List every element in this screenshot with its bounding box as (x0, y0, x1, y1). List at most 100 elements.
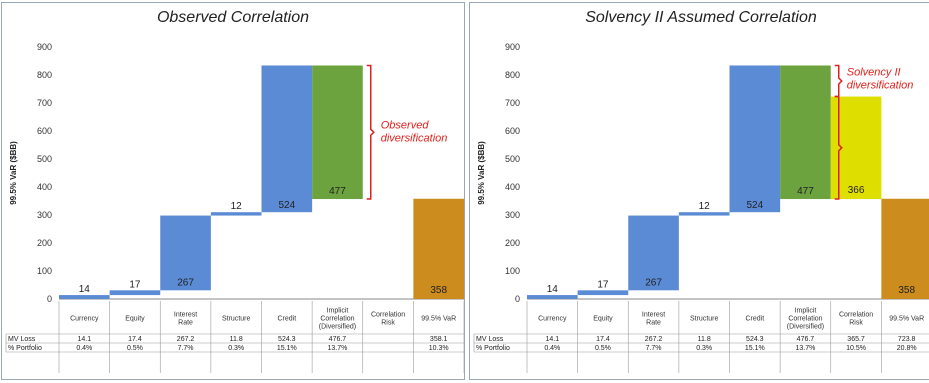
table-cell: 20.8% (897, 345, 917, 352)
data-label: 14 (547, 284, 559, 295)
table-cell: 365.7 (847, 336, 865, 343)
category-label: Currency (538, 316, 567, 323)
table-cell: 17.4 (128, 336, 142, 343)
table-cell: 15.1% (745, 345, 765, 352)
bar (678, 212, 730, 216)
category-label: Structure (222, 316, 251, 323)
category-label: Credit (745, 316, 764, 323)
table-cell: 0.4% (544, 345, 560, 352)
table-cell: 524.3 (746, 336, 764, 343)
annotation-text: diversification (847, 79, 914, 91)
y-axis-label: 99.5% VaR ($BB) (477, 141, 486, 205)
y-tick-label: 500 (37, 154, 52, 164)
table-cell: 0.3% (696, 345, 712, 352)
table-cell: 7.7% (646, 345, 662, 352)
table-cell: 7.7% (178, 345, 194, 352)
bar (59, 295, 110, 299)
y-tick-label: 600 (505, 126, 520, 136)
y-tick-label: 900 (37, 42, 52, 52)
y-tick-label: 800 (505, 70, 520, 80)
table-cell: 358.1 (430, 336, 448, 343)
table-cell: 17.4 (596, 336, 610, 343)
data-label: 524 (278, 200, 295, 211)
table-cell: 13.7% (796, 345, 816, 352)
y-tick-label: 800 (37, 70, 52, 80)
data-label: 267 (177, 277, 194, 288)
y-tick-label: 600 (37, 126, 52, 136)
table-cell: 476.7 (797, 336, 815, 343)
category-label: 99.5% VaR (889, 316, 924, 323)
y-tick-label: 0 (47, 294, 52, 304)
y-tick-label: 700 (37, 98, 52, 108)
category-label: Interest Rate (174, 312, 197, 327)
table-cell: 10.3% (429, 345, 449, 352)
category-label: Implicit Correlation (Diversified) (787, 308, 824, 331)
bar (312, 65, 363, 200)
bar (160, 215, 211, 291)
table-cell: 11.8 (698, 336, 711, 343)
y-tick-label: 100 (505, 266, 520, 276)
y-tick-label: 500 (505, 154, 520, 164)
y-tick-label: 900 (505, 42, 520, 52)
table-cell: 0.5% (127, 345, 143, 352)
data-label: 17 (129, 279, 141, 290)
annotation-text: Observed (381, 119, 430, 131)
y-tick-label: 200 (505, 238, 520, 248)
table-cell: 476.7 (329, 336, 347, 343)
annotation-text: diversification (381, 132, 448, 144)
observed-correlation-panel: Observed Correlation 99.5% VaR ($BB) 0 100… (1, 2, 465, 380)
y-tick-label: 300 (505, 210, 520, 220)
table-cell: 524.3 (278, 336, 296, 343)
table-cell: 14.1 (78, 336, 92, 343)
y-tick-label: 700 (505, 98, 520, 108)
data-label: 267 (645, 277, 662, 288)
diversification-bracket (834, 95, 843, 200)
table-row-label: % Portfolio (476, 345, 510, 352)
category-label: Interest Rate (642, 312, 665, 327)
bar (881, 198, 929, 299)
y-axis-label: 99.5% VaR ($BB) (9, 141, 18, 205)
data-label: 477 (329, 186, 346, 197)
bar (780, 65, 831, 200)
table-row-label: MV Loss (8, 336, 36, 343)
table-row-label: % Portfolio (8, 345, 42, 352)
category-label: Equity (593, 316, 613, 323)
y-tick-label: 100 (37, 266, 52, 276)
table-cell: 267.2 (177, 336, 195, 343)
table-cell: 723.8 (898, 336, 916, 343)
category-label: 99.5% VaR (421, 316, 456, 323)
table-cell: 267.2 (645, 336, 663, 343)
bar (413, 198, 464, 299)
diversification-bracket (366, 64, 375, 200)
category-label: Currency (70, 316, 99, 323)
solvency-correlation-panel: Solvency II Assumed Correlation 99.5% Va… (469, 2, 929, 380)
annotation-text: Solvency II (847, 66, 901, 78)
bar (210, 212, 262, 216)
bar (729, 65, 781, 213)
category-label: Implicit Correlation (Diversified) (319, 308, 356, 331)
data-label: 477 (797, 186, 814, 197)
y-tick-label: 0 (515, 294, 520, 304)
category-label: Correlation Risk (839, 312, 873, 327)
table-cell: 0.4% (76, 345, 92, 352)
bar (527, 295, 578, 299)
table-row-label: MV Loss (476, 336, 504, 343)
diversification-bracket (834, 64, 843, 98)
chart-title: Observed Correlation (156, 9, 310, 26)
category-label: Equity (125, 316, 145, 323)
category-label: Credit (277, 316, 296, 323)
category-label: Correlation Risk (371, 312, 405, 327)
bar (577, 290, 629, 296)
data-label: 524 (746, 200, 763, 211)
bar (628, 215, 679, 291)
table-cell: 0.3% (228, 345, 244, 352)
table-cell: 14.1 (546, 336, 560, 343)
observed-correlation-chart: 99.5% VaR ($BB) 0 100 200 300 400 500 600 700 800… (5, 42, 464, 373)
table-cell: 0.5% (595, 345, 611, 352)
category-label: Structure (690, 316, 719, 323)
data-label: 358 (430, 285, 447, 296)
y-tick-label: 300 (37, 210, 52, 220)
data-label: 12 (231, 201, 243, 212)
solvency-correlation-chart: 99.5% VaR ($BB) 0 100 200 300 400 500 600 700 800… (473, 42, 929, 373)
bar (109, 290, 161, 296)
